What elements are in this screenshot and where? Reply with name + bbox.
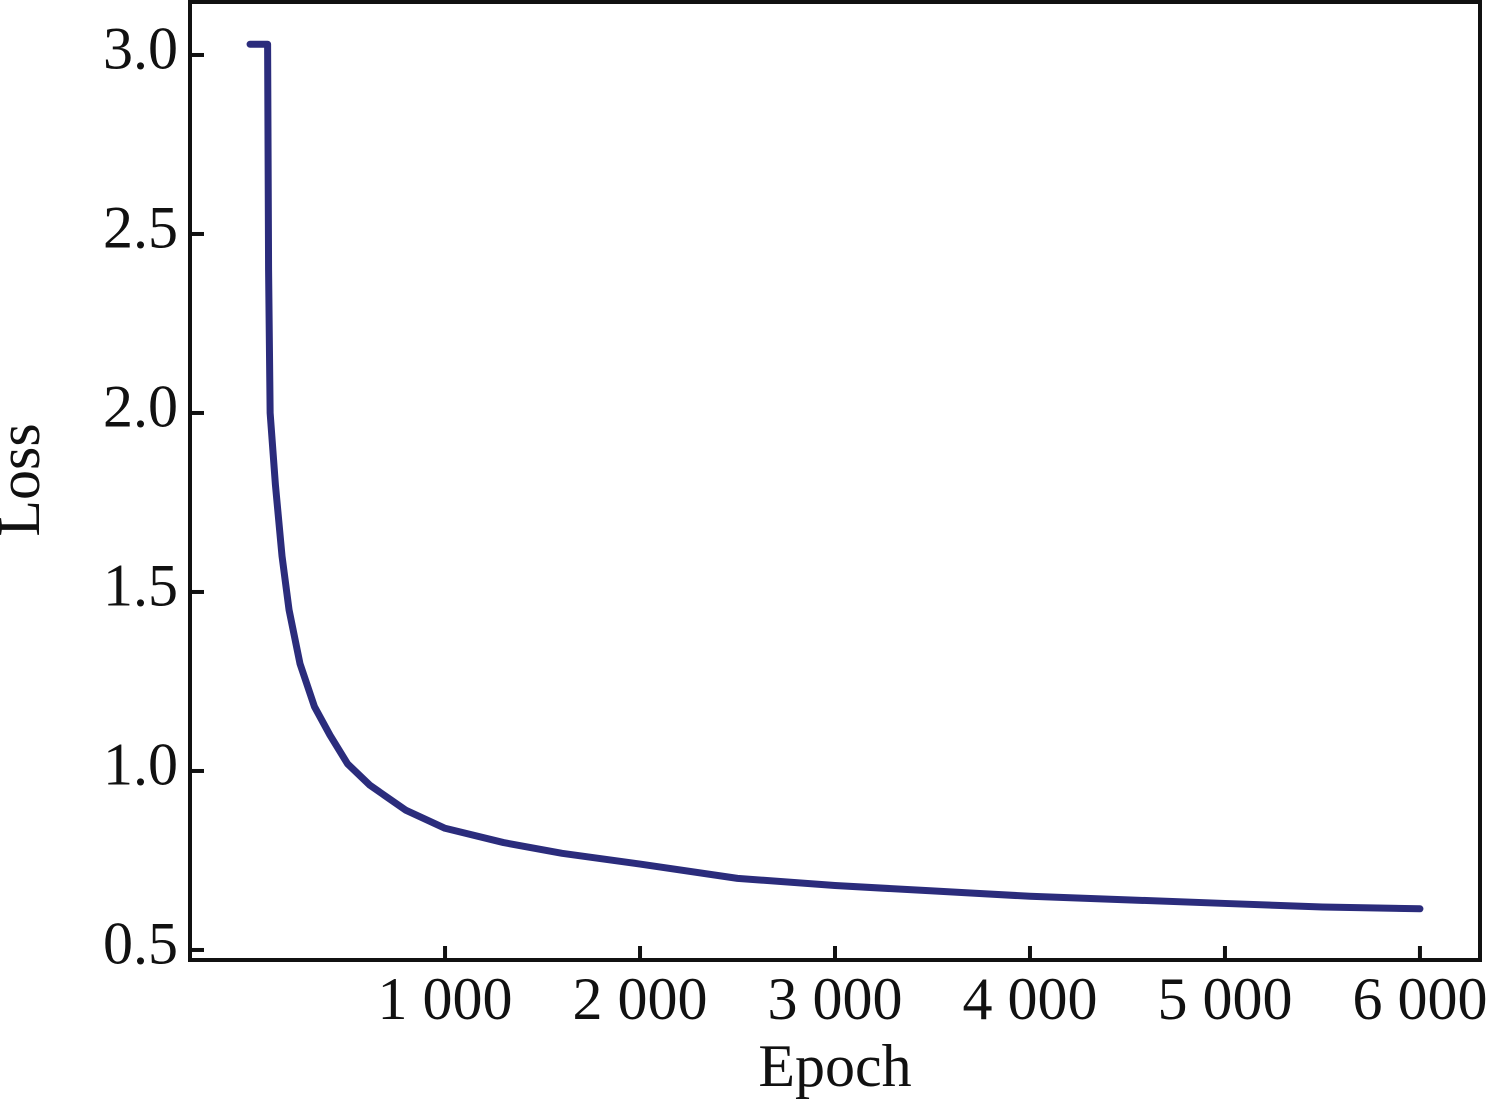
x-tick-label: 5 000 bbox=[1157, 966, 1292, 1032]
x-tick-label: 2 000 bbox=[573, 966, 708, 1032]
y-tick-label: 2.5 bbox=[103, 195, 178, 261]
y-tick-label: 3.0 bbox=[103, 16, 178, 82]
loss-line bbox=[246, 40, 1424, 913]
x-tick-label: 1 000 bbox=[378, 966, 513, 1032]
x-tick-label: 6 000 bbox=[1352, 966, 1487, 1032]
x-axis-label: Epoch bbox=[758, 1033, 911, 1099]
y-axis-label: Loss bbox=[0, 423, 52, 536]
plot-frame bbox=[188, 0, 1482, 962]
x-tick-label: 3 000 bbox=[768, 966, 903, 1032]
y-tick-label: 1.0 bbox=[103, 732, 178, 798]
y-tick-label: 0.5 bbox=[103, 911, 178, 977]
y-tick-label: 1.5 bbox=[103, 553, 178, 619]
y-tick-label: 2.0 bbox=[103, 374, 178, 440]
x-tick-label: 4 000 bbox=[962, 966, 1097, 1032]
